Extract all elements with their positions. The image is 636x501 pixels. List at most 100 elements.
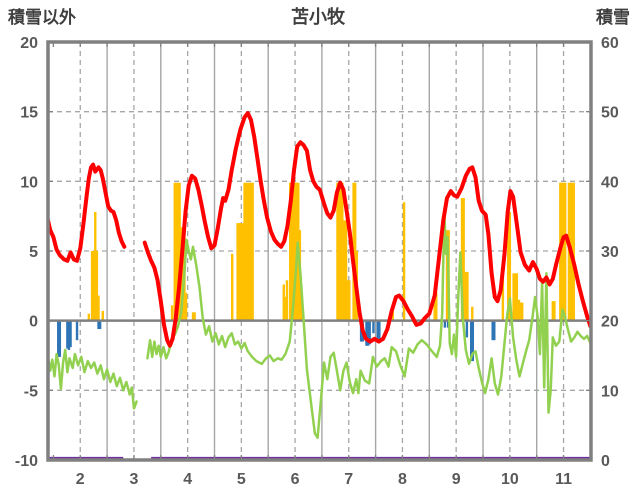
bar [433, 301, 436, 321]
bar [514, 273, 517, 321]
x-tick-label: 5 [237, 471, 246, 488]
bar [292, 182, 295, 321]
right-tick-label: 60 [601, 35, 619, 52]
bar [562, 182, 565, 321]
bar [378, 320, 381, 339]
bar [238, 223, 241, 321]
bar [284, 296, 287, 321]
left-tick-label: -10 [15, 453, 38, 470]
bar [471, 306, 474, 321]
bar [94, 211, 97, 321]
bar [560, 182, 564, 321]
right-tick-label: 30 [601, 244, 619, 261]
left-tick-label: -5 [24, 383, 38, 400]
x-tick-label: 7 [344, 471, 353, 488]
bar [517, 299, 521, 321]
bar [184, 292, 188, 321]
bar [344, 220, 348, 321]
red-line [49, 111, 590, 348]
bar [285, 280, 289, 321]
tick-marks [48, 41, 591, 461]
bar [101, 310, 104, 321]
bar [491, 320, 494, 341]
bar [507, 211, 510, 321]
bar [508, 211, 512, 321]
bar [471, 320, 474, 362]
bar [346, 280, 349, 321]
bar [290, 182, 294, 321]
bar [57, 320, 60, 357]
bar [92, 251, 95, 321]
left-tick-label: 15 [20, 105, 38, 122]
bar [553, 301, 556, 321]
bar [493, 320, 496, 341]
bar [90, 251, 94, 321]
x-tick-label: 6 [291, 471, 300, 488]
bar [66, 320, 69, 349]
bar [251, 182, 254, 321]
x-tick-label: 2 [76, 471, 85, 488]
blue-bars [57, 320, 496, 362]
right-tick-label: 20 [601, 314, 619, 331]
bar [512, 273, 515, 321]
bar [236, 223, 239, 321]
bar [181, 227, 185, 321]
line-segment [49, 162, 127, 263]
bar [402, 202, 406, 321]
right-tick-label: 10 [601, 383, 619, 400]
chart-title: 苫小牧 [291, 7, 345, 27]
orange-bars [87, 182, 575, 321]
bar [469, 320, 473, 362]
bar [391, 310, 394, 321]
line-segment [142, 111, 590, 348]
bar [336, 182, 339, 321]
x-tick-label: 11 [555, 471, 572, 488]
bar [97, 295, 100, 321]
bar [293, 182, 297, 321]
bar [365, 320, 368, 346]
left-tick-label: 5 [29, 244, 38, 261]
left-axis-title: 積雪以外 [8, 8, 76, 27]
bar [435, 292, 438, 321]
right-tick-label: 0 [601, 453, 610, 470]
data-marks [49, 111, 590, 459]
bar [445, 230, 449, 321]
bar [170, 305, 174, 321]
left-tick-label: 20 [20, 35, 38, 52]
bar [519, 302, 522, 321]
bar [572, 182, 575, 321]
green-line [49, 209, 590, 439]
bar [466, 271, 469, 321]
bar [98, 320, 102, 330]
bar [69, 320, 72, 348]
bar [366, 320, 370, 346]
axis-tick-labels: 20 60 15 50 10 40 5 30 0 20 -5 10 -10 0 2 3 4 5 6 7 8 9 10 11 [15, 35, 619, 488]
bar [372, 320, 375, 334]
bar [241, 223, 244, 321]
bar [348, 280, 351, 321]
bar [339, 182, 342, 321]
bar [515, 273, 519, 321]
bar [246, 182, 249, 321]
bar [460, 198, 464, 321]
x-tick-label: 3 [129, 471, 138, 488]
bar [193, 312, 196, 321]
bar [173, 182, 176, 321]
bar [67, 320, 71, 350]
right-tick-label: 40 [601, 174, 619, 191]
bar [58, 320, 62, 357]
bar [87, 313, 91, 321]
bar [191, 312, 195, 321]
bar [341, 182, 344, 321]
bar [563, 182, 567, 321]
bar [97, 320, 100, 330]
bar [243, 182, 246, 321]
bar [368, 320, 371, 345]
x-tick-label: 9 [452, 471, 461, 488]
bar [465, 320, 469, 338]
bar [521, 302, 524, 321]
bar [249, 182, 253, 321]
left-tick-label: 10 [20, 174, 38, 191]
